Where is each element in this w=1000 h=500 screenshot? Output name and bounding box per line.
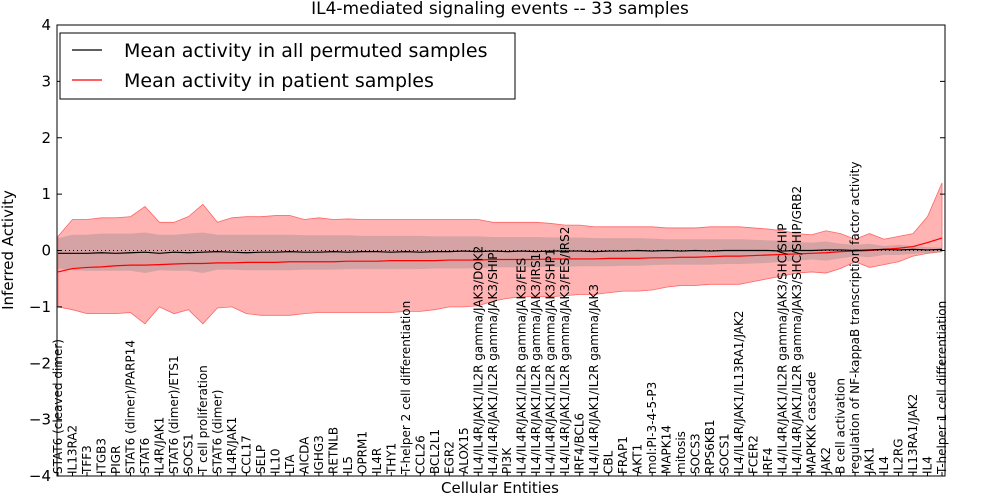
patient-activity-band	[57, 182, 943, 325]
entity-label: STAT6	[138, 438, 152, 474]
entity-label: IL4/IL4R/JAK1/IL13RA1/JAK2	[732, 311, 746, 475]
entity-label: THY1	[384, 443, 398, 475]
y-axis: −4 −3 −2 −1 0 1 2 3 4	[29, 16, 945, 485]
x-entity-labels: STAT6 (cleaved dimer) IL13RA2 TFF3 ITGB3 PIG…	[51, 162, 949, 476]
entity-label: IL13RA2	[65, 425, 79, 474]
y-tick-label: 4	[41, 16, 51, 34]
entity-label: PIGR	[109, 446, 123, 474]
entity-label: IL4/IL4R/JAK1/IL2R gamma/JAK3/FES	[515, 258, 529, 474]
entity-label: AKT1	[631, 444, 645, 474]
entity-label: FRAP1	[616, 436, 630, 474]
entity-label: STAT6 (dimer)/PARP14	[123, 340, 137, 474]
legend-label-permuted: Mean activity in all permuted samples	[124, 40, 487, 62]
y-tick-label: −3	[29, 411, 51, 429]
entity-label: SELP	[254, 445, 268, 474]
entity-label: IL13RA1/JAK2	[906, 394, 920, 474]
entity-label: IGHG3	[312, 435, 326, 474]
entity-label: MAPKKK cascade	[805, 372, 819, 474]
chart-title: IL4-mediated signaling events -- 33 samp…	[311, 0, 689, 19]
entity-label: B cell activation	[834, 378, 848, 474]
entity-label: RETNLB	[326, 427, 340, 474]
entity-label: IL4/IL4R/JAK1/IL2R gamma/JAK3/FES/IRS2	[558, 227, 572, 474]
entity-label: BCL2L1	[428, 429, 442, 474]
y-tick-label: −4	[29, 467, 51, 485]
permuted-mean-line	[58, 248, 943, 254]
entity-label: STAT6 (dimer)	[210, 390, 224, 474]
entity-label: regulation of NF-kappaB transcription fa…	[848, 162, 862, 474]
entity-label: IL4R	[370, 448, 384, 474]
y-tick-label: 2	[41, 129, 51, 147]
entity-label: T-helper 2 cell differentiation	[399, 301, 413, 475]
entity-label: IL4R/JAK1	[225, 417, 239, 474]
entity-label: IL10	[268, 449, 282, 475]
entity-label: IL4/IL4R/JAK1/IL2R gamma/JAK3	[587, 284, 601, 474]
entity-label: CBL	[602, 450, 616, 474]
entity-label: CCL26	[413, 435, 427, 474]
entity-label: PI3K	[500, 447, 514, 474]
entity-label: IL2RG	[892, 439, 906, 475]
y-tick-label: 3	[41, 72, 51, 90]
entity-label: CCL17	[239, 435, 253, 474]
entity-label: STAT6 (dimer)/ETS1	[167, 355, 181, 474]
entity-label: JAK1	[863, 447, 877, 475]
entity-label: mol:PI-3-4-5-P3	[645, 382, 659, 474]
entity-label: MAPK14	[660, 425, 674, 474]
y-tick-label: −1	[29, 298, 51, 316]
legend: Mean activity in all permuted samples Me…	[59, 32, 516, 100]
plot-area	[57, 182, 945, 325]
entity-label: ITGB3	[94, 438, 108, 474]
y-tick-label: 0	[41, 242, 51, 260]
entity-label: mitosis	[674, 431, 688, 474]
y-axis-title: Inferred Activity	[0, 190, 17, 310]
entity-label: ALOX15	[457, 427, 471, 474]
entity-label: IL4	[921, 456, 935, 474]
entity-label: TFF3	[80, 445, 94, 475]
entity-label: OPRM1	[355, 431, 369, 474]
patient-mean-line	[57, 237, 943, 273]
entity-label: IL5	[341, 456, 355, 474]
y-tick-label: −2	[29, 354, 51, 372]
entity-label: IL4/IL4R/JAK1/IL2R gamma/JAK3/SHC/SHIP/G…	[790, 186, 804, 474]
plot-frame	[56, 24, 946, 477]
entity-label: LTA	[283, 454, 297, 474]
entity-label: SOCS1	[718, 433, 732, 474]
entity-label: JAK2	[819, 447, 833, 475]
entity-label: FCER2	[747, 435, 761, 474]
entity-label: AICDA	[297, 436, 311, 474]
entity-label: IRF4/BCL6	[573, 413, 587, 474]
entity-label: T cell proliferation	[196, 365, 210, 475]
y-tick-label: 1	[41, 185, 51, 203]
entity-label: T-helper 1 cell differentiation	[935, 301, 949, 475]
entity-label: IL4/IL4R/JAK1/IL2R gamma/JAK3/DOK2	[471, 246, 485, 474]
entity-label: RPS6KB1	[703, 419, 717, 474]
entity-label: EGR2	[442, 441, 456, 474]
entity-label: IRF4	[761, 448, 775, 474]
entity-label: IL4/IL4R/JAK1/IL2R gamma/JAK3/SHP1	[544, 248, 558, 474]
entity-label: IL4/IL4R/JAK1/IL2R gamma/JAK3/IRS1	[529, 253, 543, 474]
entity-label: IL4	[877, 456, 891, 474]
legend-label-patient: Mean activity in patient samples	[124, 70, 434, 92]
entity-label: SOCS3	[689, 433, 703, 474]
entity-label: SOCS1	[181, 433, 195, 474]
entity-label: IL4/IL4R/JAK1/IL2R gamma/JAK3/SHIP	[486, 253, 500, 474]
entity-label: STAT6 (cleaved dimer)	[51, 339, 65, 474]
permuted-activity-band	[58, 232, 942, 274]
x-axis-title: Cellular Entities	[441, 479, 559, 497]
entity-label: IL4/IL4R/JAK1/IL2R gamma/JAK3/SHC/SHIP	[776, 223, 790, 474]
legend-frame	[59, 32, 516, 100]
entity-label: IL4R/JAK1	[152, 417, 166, 474]
